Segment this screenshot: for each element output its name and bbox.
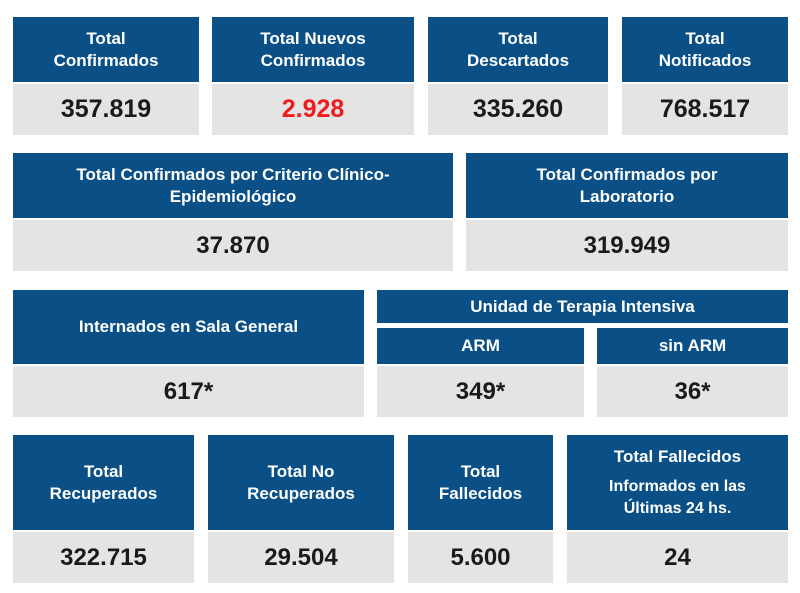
- card-value: 322.715: [13, 532, 194, 583]
- card-title-line: Últimas 24 hs.: [623, 499, 732, 517]
- card-title-line: Total No: [267, 461, 335, 481]
- card-title-line: Informados en las: [609, 477, 746, 495]
- card-value: 357.819: [13, 84, 199, 135]
- card-header: Total No Recuperados: [208, 435, 394, 530]
- card-arm: ARM 349*: [377, 328, 584, 417]
- card-fallecidos-ultimas-24hs: Total Fallecidos Informados en las Últim…: [567, 435, 788, 583]
- card-title-line: Epidemiológico: [169, 186, 297, 206]
- card-internados-sala-general: Internados en Sala General 617*: [13, 290, 364, 417]
- card-header: sin ARM: [597, 328, 788, 364]
- card-title: sin ARM: [658, 336, 727, 355]
- uti-title: Unidad de Terapia Intensiva: [470, 296, 695, 316]
- card-title-line: Confirmados: [260, 50, 366, 70]
- card-total-confirmados: Total Confirmados 357.819: [13, 17, 199, 135]
- card-header: Total Fallecidos Informados en las Últim…: [567, 435, 788, 530]
- card-title: ARM: [461, 336, 500, 355]
- card-header: Total Nuevos Confirmados: [212, 17, 414, 82]
- card-value: 36*: [597, 366, 788, 417]
- card-title-line: Notificados: [658, 50, 752, 70]
- card-title: Internados en Sala General: [78, 317, 299, 336]
- card-header: Total Confirmados: [13, 17, 199, 82]
- card-confirmados-laboratorio: Total Confirmados por Laboratorio 319.94…: [466, 153, 788, 271]
- card-value: 768.517: [622, 84, 788, 135]
- card-header: Total Notificados: [622, 17, 788, 82]
- card-title-line: Recuperados: [49, 483, 158, 503]
- card-header: Total Confirmados por Criterio Clínico- …: [13, 153, 453, 218]
- card-title-line: Total Nuevos: [260, 28, 366, 48]
- card-value: 349*: [377, 366, 584, 417]
- card-title-line: Laboratorio: [579, 186, 675, 206]
- card-title-line: Total Confirmados por Criterio Clínico-: [76, 164, 390, 184]
- card-header: Total Fallecidos: [408, 435, 553, 530]
- card-total-fallecidos: Total Fallecidos 5.600: [408, 435, 553, 583]
- card-total-recuperados: Total Recuperados 322.715: [13, 435, 194, 583]
- card-value: 37.870: [13, 220, 453, 271]
- card-header: Total Recuperados: [13, 435, 194, 530]
- card-total-notificados: Total Notificados 768.517: [622, 17, 788, 135]
- card-total-descartados: Total Descartados 335.260: [428, 17, 608, 135]
- card-value: 5.600: [408, 532, 553, 583]
- card-value: 319.949: [466, 220, 788, 271]
- card-title-line: Confirmados: [53, 50, 159, 70]
- card-title-line: Fallecidos: [438, 483, 523, 503]
- card-value: 617*: [13, 366, 364, 417]
- card-title-line: Total: [498, 28, 538, 48]
- card-header: ARM: [377, 328, 584, 364]
- card-value: 24: [567, 532, 788, 583]
- card-value: 335.260: [428, 84, 608, 135]
- card-title-line: Recuperados: [247, 483, 355, 503]
- card-title-line: Total: [460, 461, 501, 481]
- card-header: Internados en Sala General: [13, 290, 364, 364]
- card-value: 29.504: [208, 532, 394, 583]
- card-title-line: Total: [83, 461, 124, 481]
- card-sin-arm: sin ARM 36*: [597, 328, 788, 417]
- uti-header: Unidad de Terapia Intensiva: [377, 290, 788, 323]
- card-value: 2.928: [212, 84, 414, 135]
- card-total-nuevos-confirmados: Total Nuevos Confirmados 2.928: [212, 17, 414, 135]
- card-title-line: Descartados: [466, 50, 570, 70]
- card-title-line: Total: [86, 28, 126, 48]
- card-title-line: Total Fallecidos: [613, 446, 742, 466]
- card-title-line: Total: [685, 28, 725, 48]
- card-header: Total Confirmados por Laboratorio: [466, 153, 788, 218]
- card-total-no-recuperados: Total No Recuperados 29.504: [208, 435, 394, 583]
- card-confirmados-criterio-clinico: Total Confirmados por Criterio Clínico- …: [13, 153, 453, 271]
- card-header: Unidad de Terapia Intensiva: [377, 290, 788, 323]
- card-header: Total Descartados: [428, 17, 608, 82]
- card-title-line: Total Confirmados por: [536, 164, 718, 184]
